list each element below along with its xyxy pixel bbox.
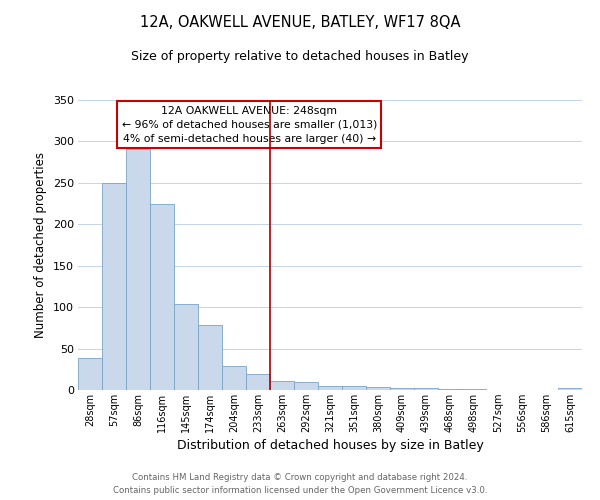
Bar <box>558 388 582 390</box>
Bar <box>390 388 414 390</box>
Bar <box>246 374 270 390</box>
Bar <box>78 358 102 390</box>
Y-axis label: Number of detached properties: Number of detached properties <box>34 152 47 338</box>
Bar <box>126 149 150 390</box>
Text: 12A OAKWELL AVENUE: 248sqm
← 96% of detached houses are smaller (1,013)
4% of se: 12A OAKWELL AVENUE: 248sqm ← 96% of deta… <box>122 106 377 144</box>
Bar <box>294 382 318 390</box>
Bar <box>342 386 366 390</box>
Bar <box>198 326 222 390</box>
Bar <box>414 388 438 390</box>
Bar <box>222 366 246 390</box>
Bar <box>366 386 390 390</box>
Text: 12A, OAKWELL AVENUE, BATLEY, WF17 8QA: 12A, OAKWELL AVENUE, BATLEY, WF17 8QA <box>140 15 460 30</box>
X-axis label: Distribution of detached houses by size in Batley: Distribution of detached houses by size … <box>176 439 484 452</box>
Bar <box>270 381 294 390</box>
Text: Contains public sector information licensed under the Open Government Licence v3: Contains public sector information licen… <box>113 486 487 495</box>
Bar <box>174 304 198 390</box>
Bar <box>150 204 174 390</box>
Bar <box>318 386 342 390</box>
Bar <box>462 389 486 390</box>
Text: Size of property relative to detached houses in Batley: Size of property relative to detached ho… <box>131 50 469 63</box>
Bar <box>102 183 126 390</box>
Text: Contains HM Land Registry data © Crown copyright and database right 2024.: Contains HM Land Registry data © Crown c… <box>132 474 468 482</box>
Bar <box>438 389 462 390</box>
